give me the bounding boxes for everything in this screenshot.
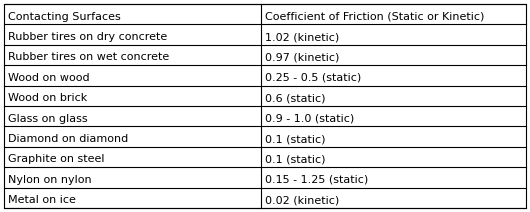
Text: Rubber tires on wet concrete: Rubber tires on wet concrete	[8, 52, 169, 63]
Text: 0.02 (kinetic): 0.02 (kinetic)	[266, 195, 340, 205]
Text: Glass on glass: Glass on glass	[8, 114, 87, 124]
Text: Contacting Surfaces: Contacting Surfaces	[8, 12, 121, 22]
Text: 1.02 (kinetic): 1.02 (kinetic)	[266, 32, 340, 42]
Text: Coefficient of Friction (Static or Kinetic): Coefficient of Friction (Static or Kinet…	[266, 12, 485, 22]
Text: Graphite on steel: Graphite on steel	[8, 155, 104, 165]
Text: 0.9 - 1.0 (static): 0.9 - 1.0 (static)	[266, 114, 355, 124]
Text: 0.15 - 1.25 (static): 0.15 - 1.25 (static)	[266, 175, 368, 185]
Text: 0.1 (static): 0.1 (static)	[266, 155, 326, 165]
Text: Nylon on nylon: Nylon on nylon	[8, 175, 92, 185]
Text: 0.6 (static): 0.6 (static)	[266, 93, 326, 103]
Text: 0.25 - 0.5 (static): 0.25 - 0.5 (static)	[266, 73, 361, 83]
Text: Rubber tires on dry concrete: Rubber tires on dry concrete	[8, 32, 167, 42]
Text: 0.97 (kinetic): 0.97 (kinetic)	[266, 52, 340, 63]
Text: Wood on wood: Wood on wood	[8, 73, 90, 83]
Text: 0.1 (static): 0.1 (static)	[266, 134, 326, 144]
Text: Wood on brick: Wood on brick	[8, 93, 87, 103]
Text: Diamond on diamond: Diamond on diamond	[8, 134, 128, 144]
Text: Metal on ice: Metal on ice	[8, 195, 76, 205]
